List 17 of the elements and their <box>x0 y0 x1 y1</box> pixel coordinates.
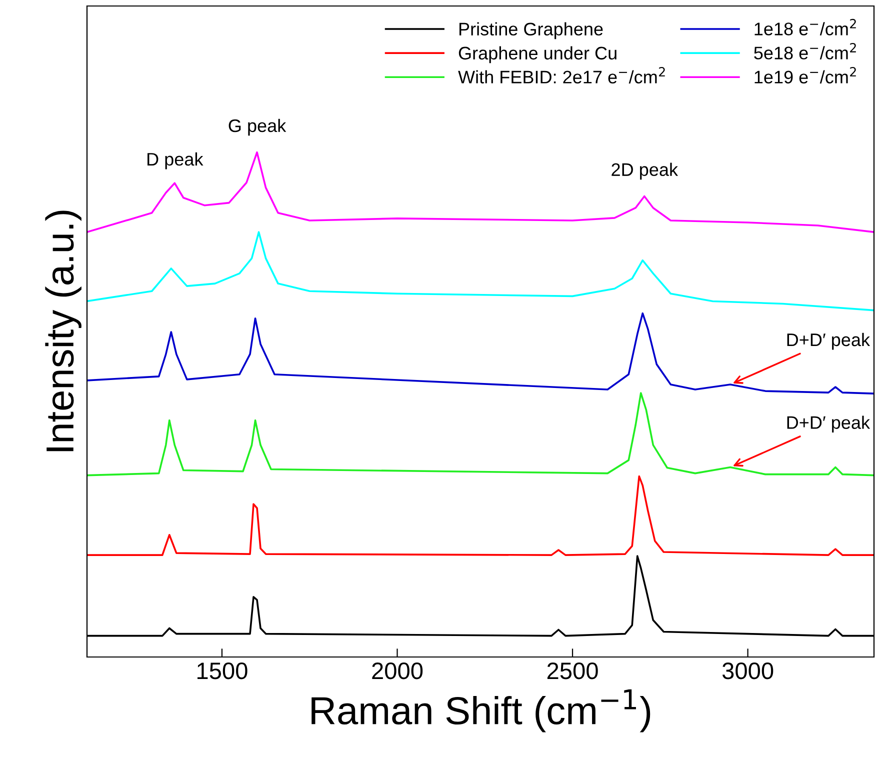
annotation: D+D′ peak <box>787 416 870 433</box>
x-tick-label: 1500 <box>198 662 248 680</box>
x-axis-title: Raman Shift (cm$^{−1}$) <box>312 689 650 732</box>
legend-label: 1e19 e$^{−}$/cm$^{2}$ <box>754 67 856 84</box>
legend-label: Pristine Graphene <box>459 22 603 40</box>
x-tick-label: 2500 <box>547 662 598 680</box>
annotation: D peak <box>148 152 204 170</box>
y-axis-title: Intensity (a.u.) <box>45 210 82 452</box>
annotation: G peak <box>228 118 286 136</box>
annotation: D+D′ peak <box>787 332 870 350</box>
legend-label: With FEBID: 2e17 e$^{−}$/cm$^{2}$ <box>458 67 665 84</box>
legend-label: 1e18 e$^{−}$/cm$^{2}$ <box>754 18 856 36</box>
annotation: 2D peak <box>612 162 678 180</box>
x-tick-label: 2000 <box>372 662 423 680</box>
legend-label: Graphene under Cu <box>458 46 616 64</box>
legend-label: 5e18 e$^{−}$/cm$^{2}$ <box>754 42 856 60</box>
x-tick-label: 3000 <box>722 662 774 680</box>
